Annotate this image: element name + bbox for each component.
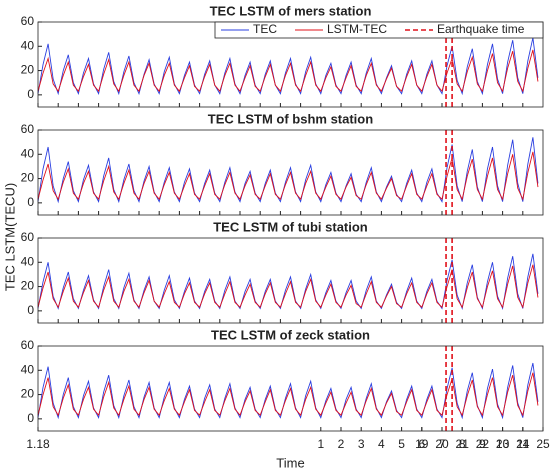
data-line <box>37 49 539 93</box>
x-tick-label: 5 <box>398 437 405 451</box>
x-tick-label: 9 <box>479 437 486 451</box>
x-tick-label: 3 <box>358 437 365 451</box>
data-line <box>37 372 539 417</box>
y-tick-label: 60 <box>21 230 35 244</box>
x-tick-label: 2 <box>338 437 345 451</box>
x-tick-label: 23 <box>496 437 510 451</box>
x-tick-label: 6 <box>418 437 425 451</box>
legend-box <box>214 21 544 39</box>
y-tick-label: 0 <box>27 411 34 425</box>
axes-box <box>37 237 544 324</box>
panel-title: TEC LSTM of zeck station <box>211 327 370 342</box>
x-tick-label: 10 <box>496 437 510 451</box>
x-tick-label: 8 <box>459 437 466 451</box>
x-axis-label: Time <box>276 455 304 470</box>
y-tick-label: 20 <box>21 63 35 77</box>
panel-title: TEC LSTM of mers station <box>210 3 372 18</box>
x-tick-label: 24 <box>516 437 530 451</box>
y-tick-label: 60 <box>21 122 35 136</box>
legend-label: LSTM-TEC <box>327 22 387 36</box>
y-axis-label: TEC LSTM(TECU) <box>2 183 17 291</box>
x-tick-label: 20 <box>435 437 449 451</box>
panel-title: TEC LSTM of bshm station <box>208 111 373 126</box>
y-tick-label: 0 <box>27 303 34 317</box>
y-tick-label: 40 <box>21 362 35 376</box>
y-tick-label: 0 <box>27 87 34 101</box>
data-line <box>37 264 539 309</box>
y-tick-label: 60 <box>21 14 35 28</box>
x-tick-label: 22 <box>476 437 490 451</box>
x-tick-label: 25 <box>536 437 550 451</box>
plot-area <box>38 238 543 323</box>
y-tick-label: 60 <box>21 338 35 352</box>
y-tick-label: 20 <box>21 171 35 185</box>
y-tick-label: 40 <box>21 254 35 268</box>
axes-box <box>37 345 544 432</box>
y-tick-label: 40 <box>21 146 35 160</box>
axes-box <box>37 129 544 216</box>
y-tick-label: 40 <box>21 38 35 52</box>
x-tick-label: 11 <box>517 437 530 451</box>
x-tick-label: 21 <box>456 437 470 451</box>
y-tick-label: 0 <box>27 195 34 209</box>
legend-label: TEC <box>253 22 277 36</box>
legend-label: Earthquake time <box>437 22 525 36</box>
x-tick-label: 1 <box>317 437 324 451</box>
data-line <box>37 151 539 201</box>
x-tick-label: 7 <box>439 437 446 451</box>
y-tick-label: 20 <box>21 279 35 293</box>
y-tick-label: 20 <box>21 387 35 401</box>
panel-title: TEC LSTM of tubi station <box>213 219 368 234</box>
x-tick-label: 4 <box>378 437 385 451</box>
x-tick-label: 19 <box>415 437 429 451</box>
x-tick-label: 1.18 <box>26 437 50 451</box>
